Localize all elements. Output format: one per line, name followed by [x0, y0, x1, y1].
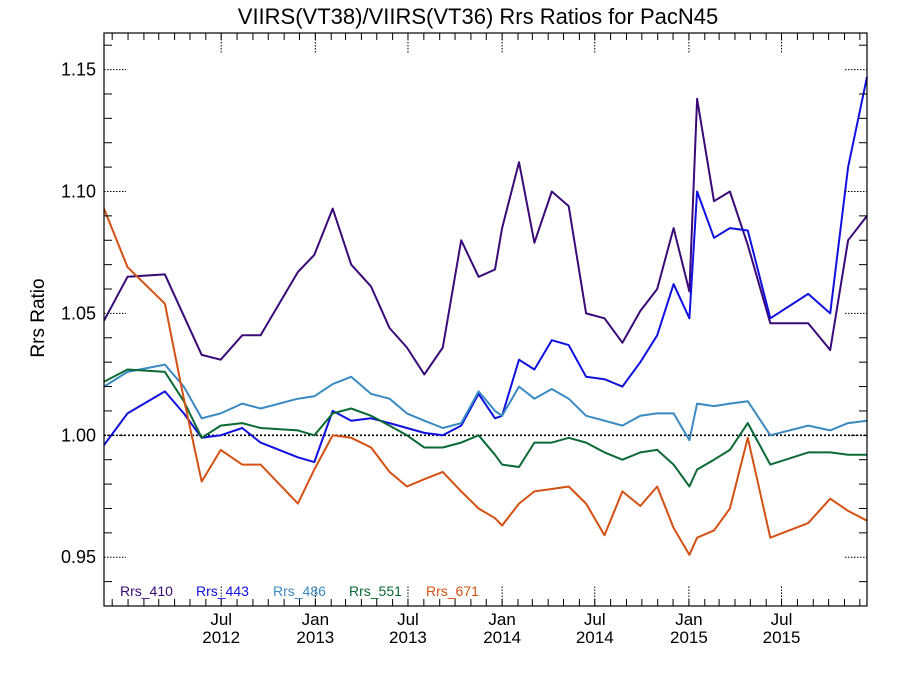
x-tick-label-month: Jul [584, 610, 606, 629]
x-tick-label-year: 2014 [483, 628, 521, 647]
y-tick-label: 0.95 [61, 547, 96, 567]
x-tick-label-month: Jul [210, 610, 232, 629]
series-line-rrs-551 [103, 368, 867, 488]
axes-layer: 0.951.001.051.101.15Jul2012Jan2013Jul201… [61, 32, 868, 647]
x-tick-label-month: Jul [771, 610, 793, 629]
y-axis-label: Rrs Ratio [28, 278, 49, 357]
x-tick-label-year: 2013 [296, 628, 334, 647]
x-tick-label-month: Jan [302, 610, 329, 629]
x-tick-label-month: Jan [675, 610, 702, 629]
legend-entry-rrs-671: Rrs_671 [426, 583, 479, 599]
chart-title: VIIRS(VT38)/VIIRS(VT36) Rrs Ratios for P… [238, 4, 718, 29]
legend-entry-rrs-443: Rrs_443 [196, 583, 249, 599]
x-tick-label-year: 2013 [389, 628, 427, 647]
x-tick-label-month: Jul [397, 610, 419, 629]
x-tick-label-year: 2015 [763, 628, 801, 647]
plot-frame [103, 32, 868, 607]
legend: Rrs_410 Rrs_443 Rrs_486 Rrs_551 Rrs_671 [120, 583, 479, 599]
legend-entry-rrs-486: Rrs_486 [273, 583, 326, 599]
x-tick-label-month: Jan [488, 610, 515, 629]
y-tick-label: 1.10 [61, 181, 96, 201]
y-tick-label: 1.15 [61, 60, 96, 80]
x-tick-label-year: 2014 [576, 628, 614, 647]
y-tick-label: 1.05 [61, 303, 96, 323]
y-tick-label: 1.00 [61, 425, 96, 445]
x-tick-label-year: 2012 [202, 628, 240, 647]
legend-entry-rrs-551: Rrs_551 [349, 583, 402, 599]
series-line-rrs-410 [103, 97, 868, 376]
x-tick-label-year: 2015 [670, 628, 708, 647]
series-line-rrs-671 [103, 208, 868, 556]
series-line-rrs-443 [103, 76, 868, 464]
series-layer [103, 76, 868, 556]
series-line-rrs-486 [103, 363, 868, 442]
legend-entry-rrs-410: Rrs_410 [120, 583, 173, 599]
